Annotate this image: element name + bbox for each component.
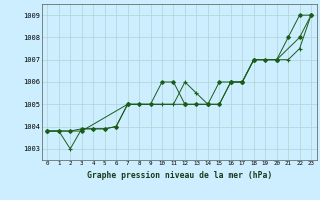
- X-axis label: Graphe pression niveau de la mer (hPa): Graphe pression niveau de la mer (hPa): [87, 171, 272, 180]
